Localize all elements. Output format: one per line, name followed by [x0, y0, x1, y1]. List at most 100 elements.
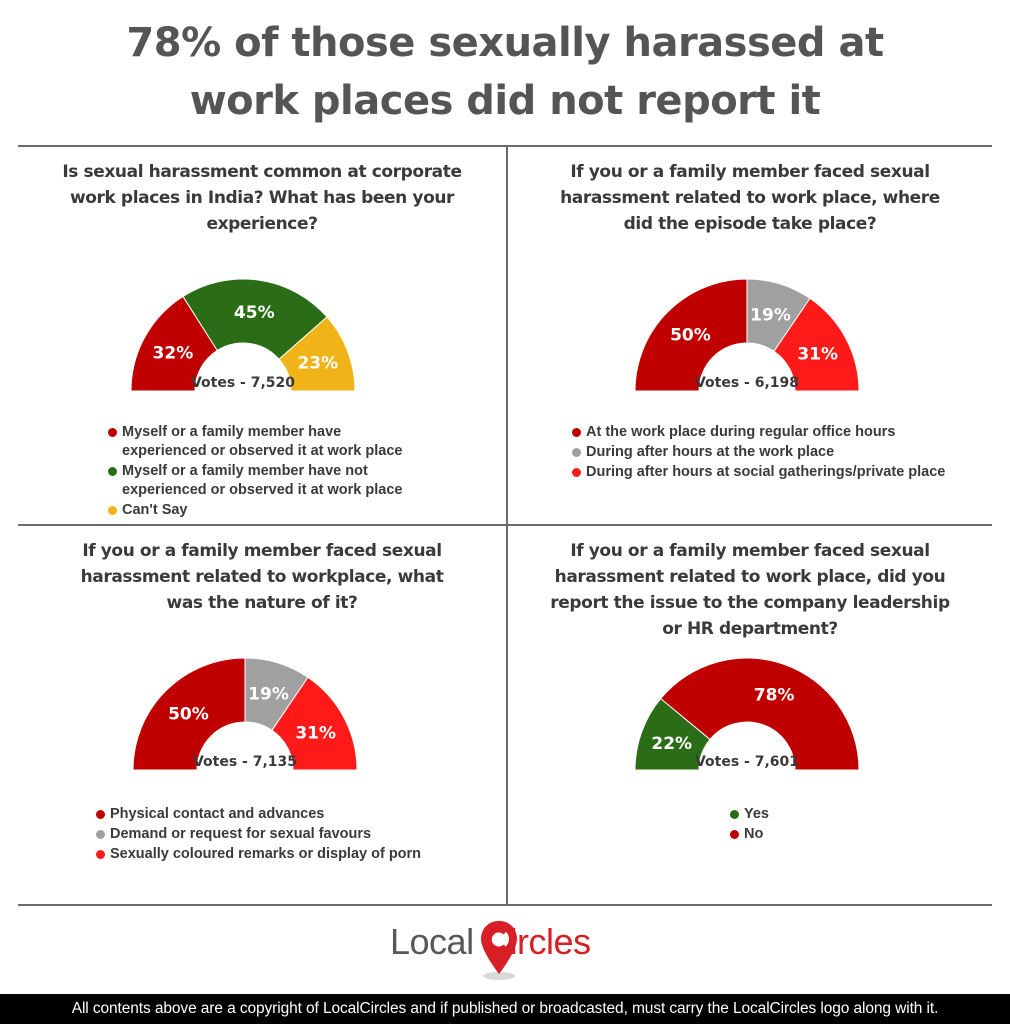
- legend-dot-icon: [96, 850, 105, 859]
- legend-label: Myself or a family member have not experi…: [122, 462, 402, 500]
- chart-question-line: If you or a family member faced sexual: [570, 162, 930, 182]
- legend-dot-icon: [96, 830, 105, 839]
- chart-data-label: 50%: [168, 704, 209, 724]
- legend-item: Myself or a family member have experience…: [108, 423, 402, 461]
- legend-label: No: [744, 825, 769, 844]
- votes-label: Votes - 7,135: [193, 754, 297, 770]
- chart-slice: [659, 657, 860, 771]
- legend-label-line: Myself or a family member have: [122, 424, 342, 440]
- divider-bottom: [18, 904, 992, 906]
- legend-dot-icon: [730, 830, 739, 839]
- legend-dot-icon: [572, 428, 581, 437]
- votes-label: Votes - 6,198: [695, 375, 799, 391]
- page-title-line-2: work places did not report it: [189, 78, 821, 124]
- divider-middle: [18, 524, 992, 526]
- half-donut-chart: 22% 78% Votes - 7,601: [634, 657, 860, 771]
- legend-dot-icon: [730, 810, 739, 819]
- chart-data-label: 78%: [754, 686, 795, 706]
- chart-legend: At the work place during regular office …: [572, 423, 945, 483]
- chart-data-label: 50%: [670, 325, 711, 345]
- chart-question: If you or a family member faced sexual h…: [508, 538, 992, 642]
- legend-label: Can't Say: [122, 501, 402, 520]
- half-donut-chart: 50% 19% 31% Votes - 7,135: [132, 657, 358, 771]
- legend-item: Can't Say: [108, 501, 402, 520]
- legend-item: Sexually coloured remarks or display of …: [96, 845, 421, 864]
- divider-vertical: [506, 145, 508, 906]
- chart-question-line: harassment related to work place, where: [560, 188, 940, 208]
- legend-label-line: experienced or observed it at work place: [122, 482, 403, 498]
- legend-label: During after hours at the work place: [586, 443, 945, 462]
- chart-slice: [132, 657, 246, 771]
- legend-item: Physical contact and advances: [96, 805, 421, 824]
- logo-text-local: Local: [390, 921, 474, 962]
- legend-label-line: experienced or observed it at work place: [122, 443, 403, 459]
- legend-dot-icon: [572, 468, 581, 477]
- legend-label: Sexually coloured remarks or display of …: [110, 845, 421, 864]
- chart-question-line: If you or a family member faced sexual: [82, 541, 442, 561]
- chart-panel-location: If you or a family member faced sexual h…: [508, 147, 992, 524]
- page-title-line-1: 78% of those sexually harassed at: [126, 20, 884, 66]
- localcircles-logo: Local ircles: [390, 916, 630, 982]
- chart-data-label: 23%: [297, 354, 338, 374]
- legend-item: During after hours at the work place: [572, 443, 945, 462]
- chart-panel-nature: If you or a family member faced sexual h…: [18, 526, 506, 904]
- chart-question-line: work places in India? What has been your: [69, 188, 455, 208]
- legend-label-line: Demand or request for sexual favours: [110, 826, 372, 842]
- half-donut-chart: 50% 19% 31% Votes - 6,198: [634, 278, 860, 392]
- legend-label-line: At the work place during regular office …: [586, 424, 896, 440]
- legend-item: No: [730, 825, 769, 844]
- copyright-footer: All contents above are a copyright of Lo…: [0, 994, 1010, 1024]
- legend-label: At the work place during regular office …: [586, 423, 945, 442]
- legend-item: Myself or a family member have not experi…: [108, 462, 402, 500]
- chart-question-line: harassment related to workplace, what: [80, 567, 444, 587]
- chart-data-label: 22%: [651, 734, 692, 754]
- chart-legend: Physical contact and advances Demand or r…: [96, 805, 421, 865]
- legend-label-line: During after hours at the work place: [586, 444, 835, 460]
- legend-item: At the work place during regular office …: [572, 423, 945, 442]
- chart-question-line: did the episode take place?: [623, 214, 877, 234]
- votes-label: Votes - 7,601: [695, 754, 799, 770]
- legend-label-line: No: [744, 826, 764, 842]
- legend-label-line: During after hours at social gatherings/…: [586, 464, 946, 480]
- legend-dot-icon: [96, 810, 105, 819]
- legend-item: During after hours at social gatherings/…: [572, 463, 945, 482]
- legend-item: Yes: [730, 805, 769, 824]
- legend-label: Demand or request for sexual favours: [110, 825, 421, 844]
- chart-slice: [182, 278, 328, 360]
- chart-question-line: report the issue to the company leadersh…: [550, 593, 950, 613]
- chart-question-line: Is sexual harassment common at corporate: [62, 162, 462, 182]
- logo-wordmark: Local ircles: [390, 920, 591, 964]
- legend-label-line: Physical contact and advances: [110, 806, 325, 822]
- legend-label: Myself or a family member have experience…: [122, 423, 402, 461]
- legend-label: Physical contact and advances: [110, 805, 421, 824]
- page-title: 78% of those sexually harassed at work p…: [0, 14, 1010, 130]
- chart-question-line: experience?: [206, 214, 318, 234]
- chart-data-label: 45%: [234, 303, 275, 323]
- location-pin-icon: [481, 921, 517, 980]
- divider-top: [18, 145, 992, 147]
- logo-text-ircles: ircles: [509, 921, 592, 962]
- chart-question-line: If you or a family member faced sexual: [570, 541, 930, 561]
- votes-label: Votes - 7,520: [191, 375, 295, 391]
- legend-dot-icon: [108, 506, 117, 515]
- chart-data-label: 31%: [295, 724, 336, 744]
- legend-label-line: Sexually coloured remarks or display of …: [110, 846, 422, 862]
- chart-question-line: harassment related to work place, did yo…: [554, 567, 946, 587]
- chart-data-label: 32%: [153, 343, 194, 363]
- chart-question: Is sexual harassment common at corporate…: [18, 159, 506, 237]
- legend-label: Yes: [744, 805, 769, 824]
- legend-dot-icon: [108, 428, 117, 437]
- half-donut-chart: 32% 45% 23%Votes - 7,520: [130, 278, 356, 392]
- chart-data-label: 19%: [248, 685, 289, 705]
- chart-question-line: or HR department?: [662, 619, 838, 639]
- chart-data-label: 31%: [797, 345, 838, 365]
- chart-panel-reporting: If you or a family member faced sexual h…: [508, 526, 992, 904]
- chart-legend: Myself or a family member have experience…: [108, 423, 402, 521]
- chart-slice: [278, 316, 356, 392]
- chart-panel-experience: Is sexual harassment common at corporate…: [18, 147, 506, 524]
- chart-question: If you or a family member faced sexual h…: [18, 538, 506, 616]
- legend-dot-icon: [572, 448, 581, 457]
- legend-item: Demand or request for sexual favours: [96, 825, 421, 844]
- chart-data-label: 19%: [750, 306, 791, 326]
- legend-label-line: Can't Say: [122, 502, 188, 518]
